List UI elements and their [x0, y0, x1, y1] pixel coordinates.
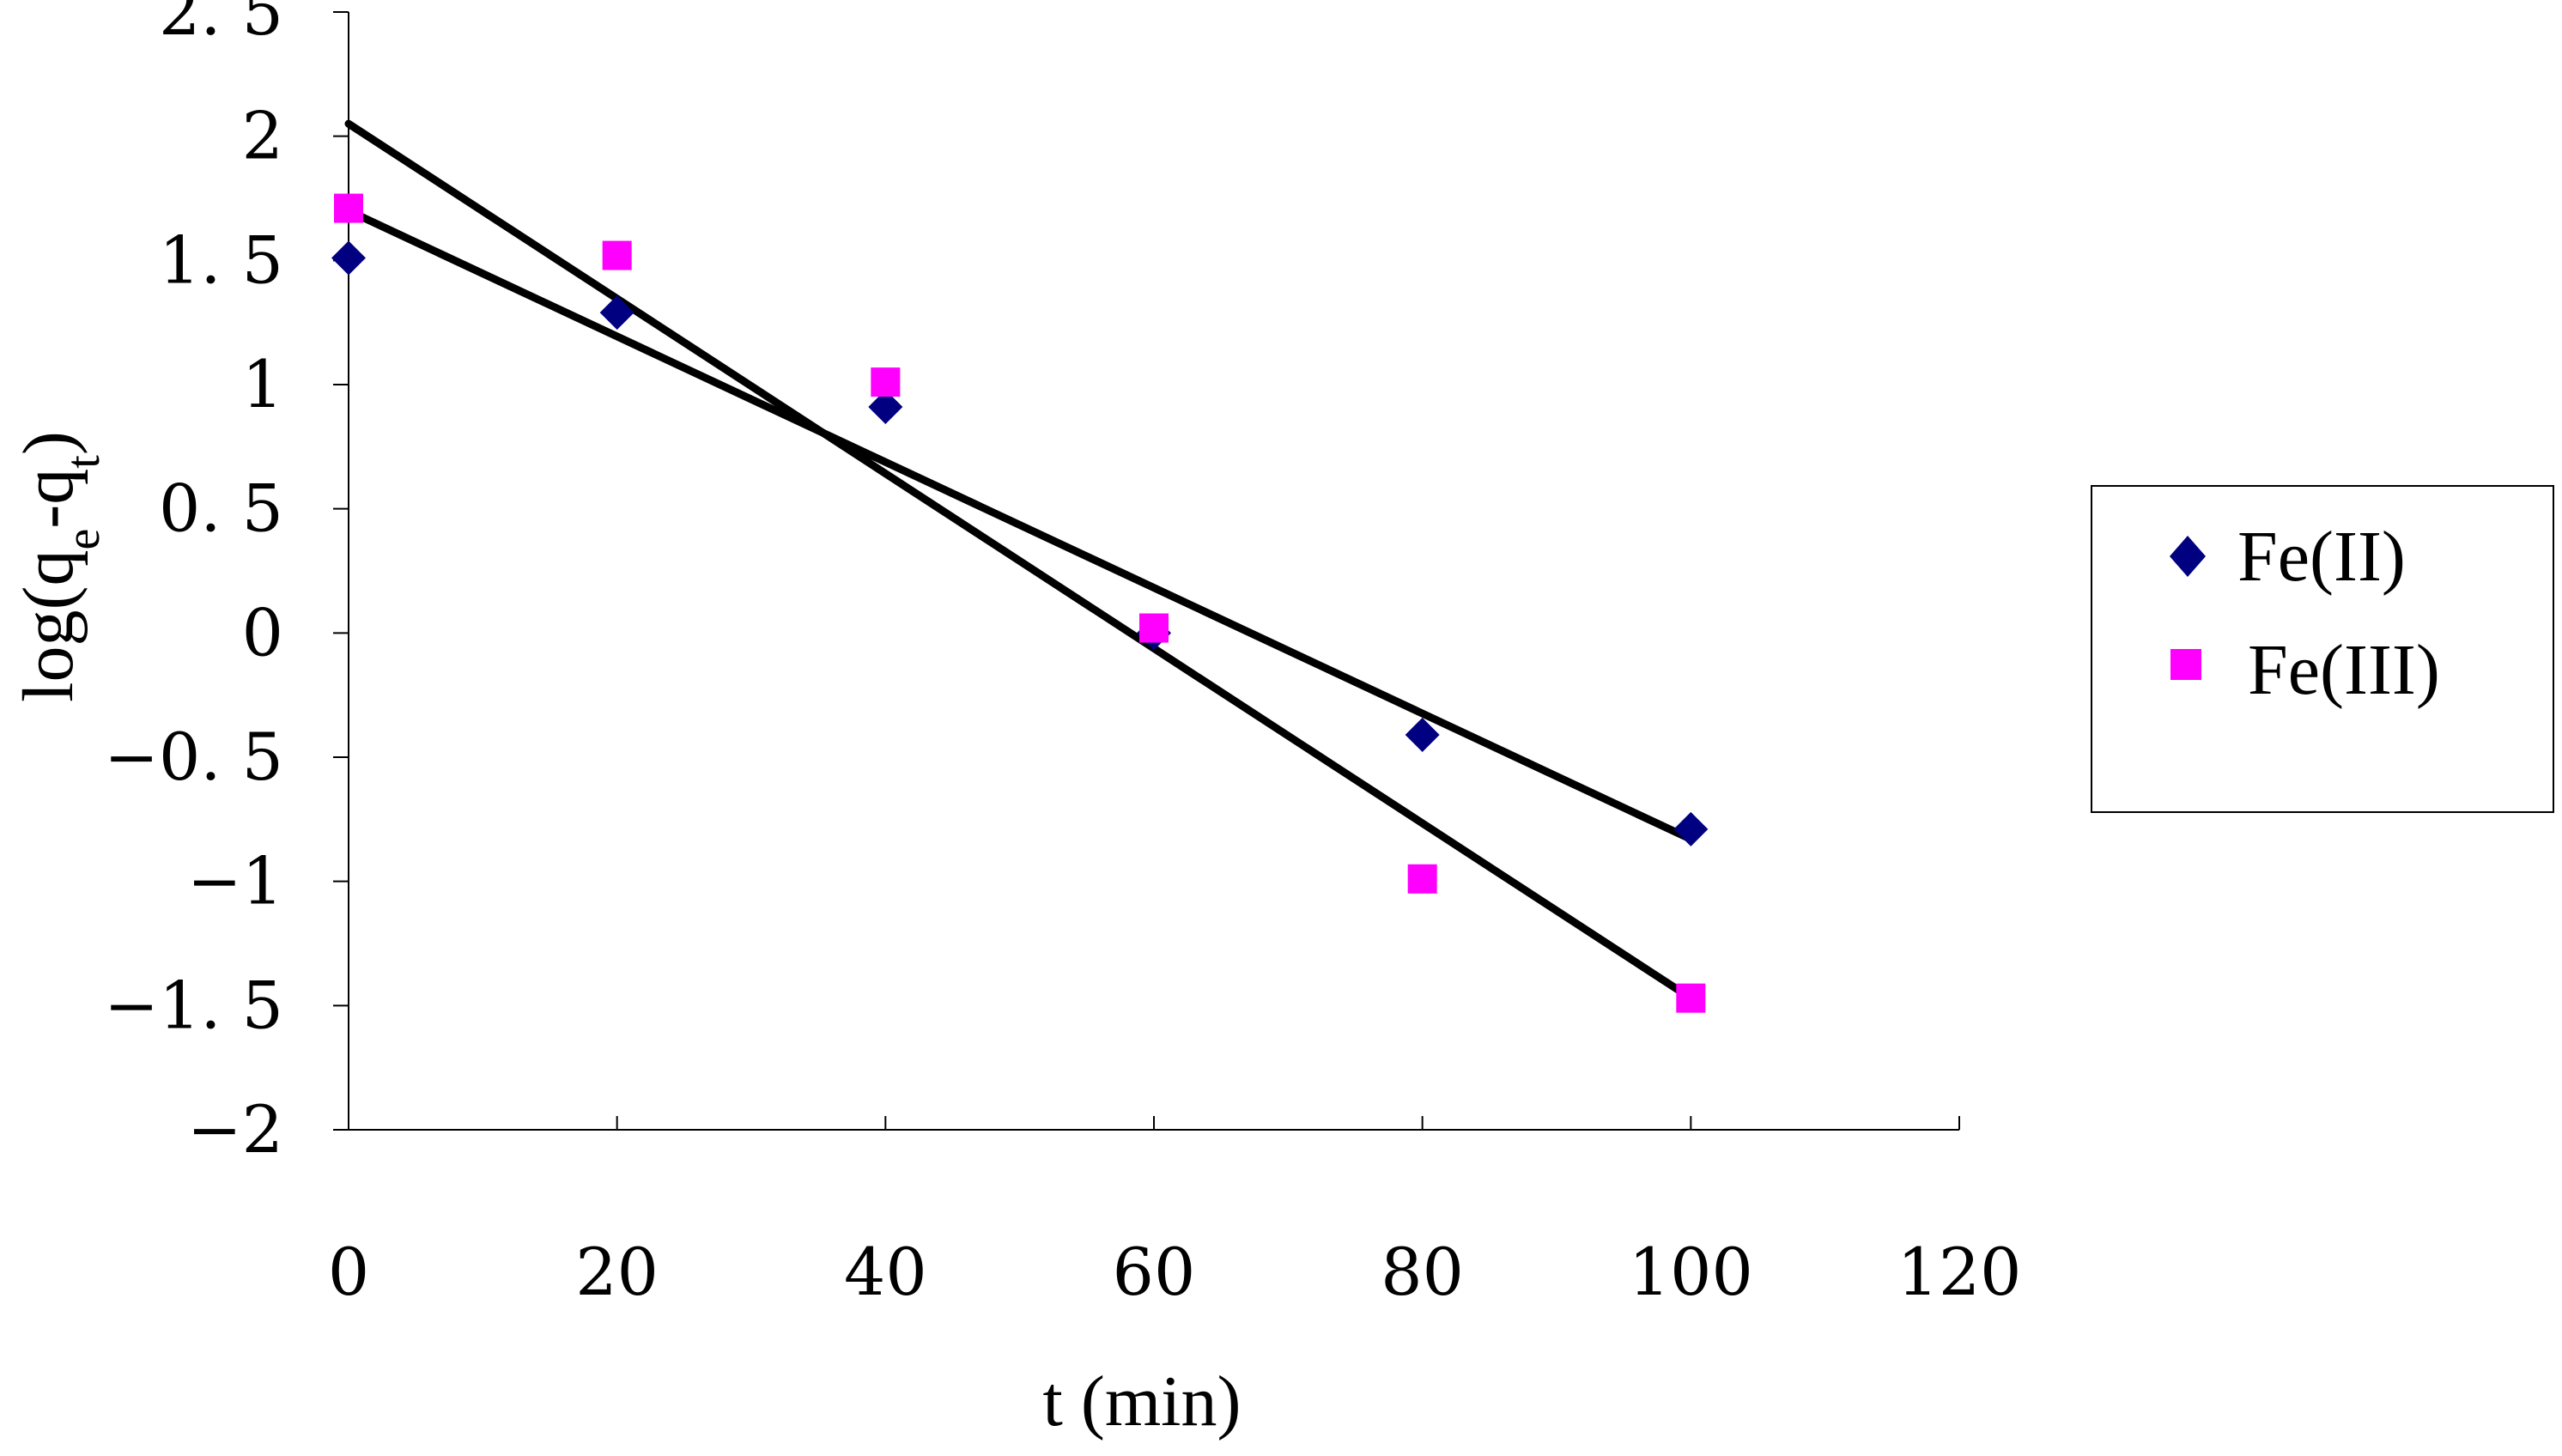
data-point-fe2: [868, 390, 903, 425]
y-ticks: 2. 5 2 1. 5 1 0. 5 0 −0. 5 −1 −1. 5 −2: [104, 0, 349, 1168]
data-point-fe2: [599, 295, 634, 331]
x-tick-label: 40: [844, 1234, 927, 1310]
y-axis-title-sub1: e: [57, 529, 110, 550]
legend-fe2-marker: [2170, 536, 2206, 577]
data-point-fe3: [334, 193, 363, 223]
y-axis-title-middle: -q: [9, 469, 88, 529]
x-ticks: 0 20 40 60 80 100 120: [328, 1116, 2022, 1310]
legend: Fe(II) Fe(III): [2091, 485, 2554, 813]
y-tick-label: 1: [242, 346, 283, 422]
y-tick-label: −1: [187, 843, 283, 919]
data-point-fe3: [871, 367, 901, 397]
legend-fe2-label: Fe(II): [2237, 517, 2406, 597]
y-axis-title-sub2: t: [57, 455, 110, 469]
trendline-series-2: [344, 119, 1695, 1003]
y-axis-title-suffix: ): [9, 431, 88, 455]
x-tick-label: 20: [575, 1234, 659, 1310]
data-point-fe3: [602, 240, 632, 270]
x-axis-title: t (min): [1043, 1362, 1242, 1441]
y-axis-title-prefix: log(q: [9, 550, 88, 702]
y-tick-label: 1. 5: [159, 221, 283, 298]
data-point-fe3: [1407, 864, 1437, 894]
data-point-fe2: [331, 240, 366, 276]
x-tick-label: 100: [1629, 1234, 1753, 1310]
y-tick-label: 2: [242, 98, 283, 174]
y-tick-label: 0: [242, 594, 283, 670]
y-tick-label: 2. 5: [159, 0, 283, 50]
x-tick-label: 120: [1897, 1234, 2021, 1310]
x-tick-label: 0: [328, 1234, 369, 1310]
y-tick-label: −2: [187, 1091, 283, 1168]
x-tick-label: 60: [1113, 1234, 1196, 1310]
legend-fe3-marker: [2170, 649, 2201, 680]
data-point-fe2: [1673, 811, 1709, 846]
legend-fe3-label: Fe(III): [2248, 630, 2440, 710]
y-tick-label: 0. 5: [159, 470, 283, 547]
legend-box: [2091, 485, 2554, 813]
x-tick-label: 80: [1381, 1234, 1464, 1310]
y-tick-label: −0. 5: [104, 719, 283, 795]
data-point-fe2: [1405, 717, 1440, 752]
trendline-series-1: [344, 206, 1695, 843]
axes: [348, 12, 1959, 1131]
y-axis-title: log(qe-qt): [9, 431, 110, 702]
data-point-fe3: [1139, 613, 1169, 643]
data-point-fe3: [1676, 983, 1706, 1013]
y-tick-label: −1. 5: [104, 967, 283, 1043]
trendlines: [344, 119, 1695, 1003]
points: [331, 193, 1709, 1013]
